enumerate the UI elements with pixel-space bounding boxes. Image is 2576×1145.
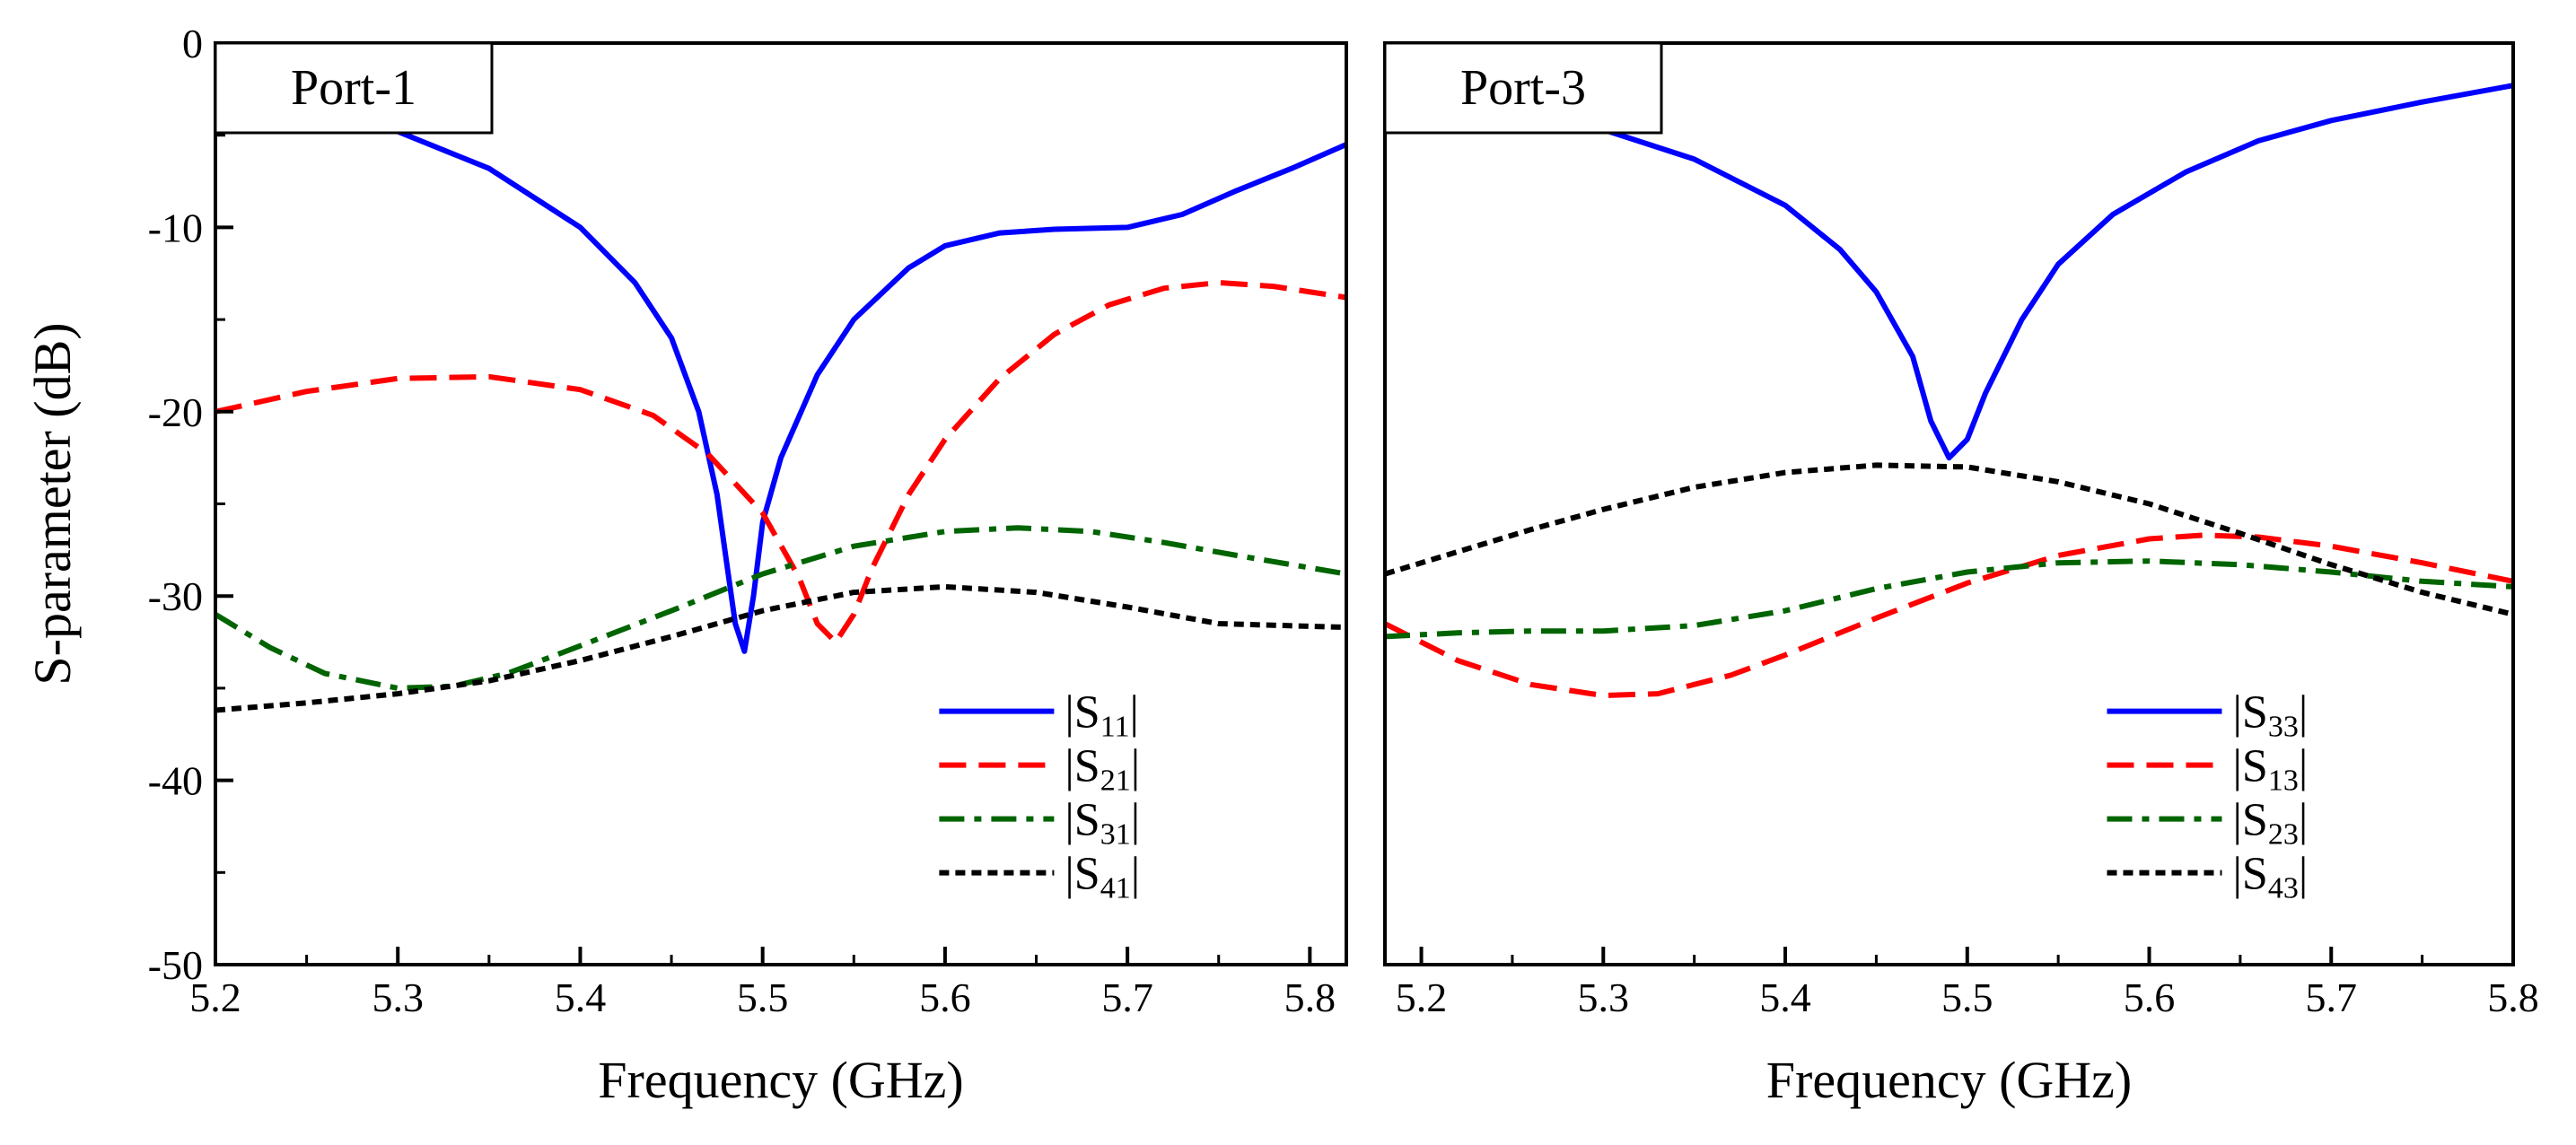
x-tick-label: 5.6 xyxy=(919,975,971,1020)
series-line-s31 xyxy=(215,525,1346,691)
panel-2-curves xyxy=(1385,83,2513,699)
series-line-s11 xyxy=(215,95,1346,654)
series-line-s21 xyxy=(215,280,1346,645)
legend-label: |S41| xyxy=(1065,849,1140,905)
series-line-s33 xyxy=(1385,83,2513,461)
panel-label-box xyxy=(1383,41,1663,135)
legend-label: |S33| xyxy=(2232,687,2308,744)
x-tick-label: 5.5 xyxy=(737,975,789,1020)
plot-frame-panel-2 xyxy=(1383,41,2515,966)
x-tick-label: 5.2 xyxy=(189,975,241,1020)
series-line-s43 xyxy=(1385,462,2513,617)
x-tick-label: 5.7 xyxy=(1101,975,1153,1020)
y-tick-label: -20 xyxy=(148,389,203,435)
series-line-s13 xyxy=(1385,532,2513,699)
x-tick-label: 5.7 xyxy=(2306,975,2358,1020)
y-tick-label: -10 xyxy=(148,205,203,250)
panel-label: Port-3 xyxy=(1460,60,1586,116)
x-tick-label: 5.4 xyxy=(555,975,607,1020)
panel-1-curves xyxy=(215,95,1346,713)
series-line-s41 xyxy=(215,583,1346,713)
legend-label: |S43| xyxy=(2232,849,2308,905)
legend-label: |S11| xyxy=(1065,687,1139,744)
y-tick-label: -50 xyxy=(148,942,203,988)
legend-label: |S31| xyxy=(1065,795,1140,852)
legend-label: |S13| xyxy=(2232,741,2308,798)
y-axis-title: S-parameter (dB) xyxy=(23,322,82,685)
x-tick-label: 5.5 xyxy=(1941,975,1993,1020)
x-tick-label: 5.3 xyxy=(1578,975,1630,1020)
y-tick-label: -40 xyxy=(148,758,203,804)
legend-label: |S23| xyxy=(2232,795,2308,852)
x-axis-title: Frequency (GHz) xyxy=(1766,1051,2132,1109)
series-line-s23 xyxy=(1385,558,2513,640)
y-tick-label: 0 xyxy=(182,21,203,66)
panel-label: Port-1 xyxy=(291,60,416,116)
panel-label-box xyxy=(214,41,494,135)
x-axis-title: Frequency (GHz) xyxy=(598,1051,963,1109)
x-tick-label: 5.8 xyxy=(2487,975,2539,1020)
x-tick-label: 5.6 xyxy=(2124,975,2176,1020)
y-tick-label: -30 xyxy=(148,573,203,619)
x-tick-label: 5.3 xyxy=(372,975,424,1020)
legend-label: |S21| xyxy=(1065,741,1140,798)
x-tick-label: 5.8 xyxy=(1284,975,1336,1020)
x-tick-label: 5.4 xyxy=(1759,975,1811,1020)
x-tick-label: 5.2 xyxy=(1396,975,1448,1020)
